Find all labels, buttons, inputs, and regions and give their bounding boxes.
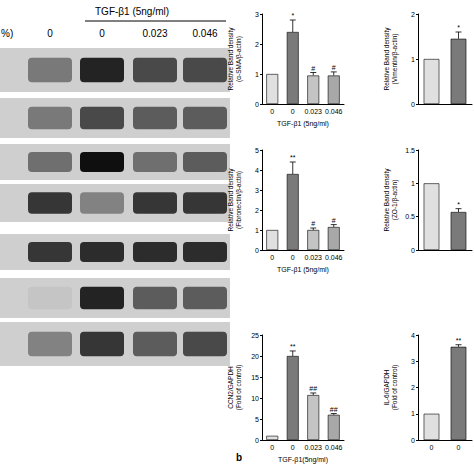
- svg-text:##: ##: [330, 406, 338, 413]
- svg-text:**: **: [290, 343, 296, 350]
- svg-text:0: 0: [270, 254, 274, 261]
- svg-text:*: *: [457, 24, 460, 31]
- svg-text:0: 0: [291, 108, 295, 115]
- svg-text:*: *: [457, 201, 460, 208]
- svg-text:CCN2/GAPDH: CCN2/GAPDH: [227, 366, 234, 409]
- svg-text:0.023: 0.023: [304, 108, 322, 115]
- svg-text:4: 4: [255, 167, 259, 174]
- svg-text:0: 0: [291, 444, 295, 451]
- svg-text:TGF-β1 (5ng/ml): TGF-β1 (5ng/ml): [277, 120, 329, 128]
- svg-text:(Vimentin/β-actin): (Vimentin/β-actin): [391, 34, 399, 85]
- svg-text:0.023: 0.023: [304, 254, 322, 261]
- svg-text:0: 0: [270, 444, 274, 451]
- svg-text:0: 0: [430, 444, 434, 451]
- svg-text:#: #: [311, 220, 315, 227]
- svg-text:Relative Band density: Relative Band density: [227, 27, 235, 91]
- svg-text:Relative Band density: Relative Band density: [227, 168, 235, 232]
- svg-text:20: 20: [251, 353, 259, 360]
- svg-text:(ZO-1/β-actin): (ZO-1/β-actin): [391, 180, 399, 221]
- svg-text:2: 2: [255, 41, 259, 48]
- svg-text:0: 0: [99, 28, 105, 39]
- svg-text:1: 1: [411, 56, 415, 63]
- svg-text:IL-6/GAPDH: IL-6/GAPDH: [383, 369, 390, 405]
- svg-text:1.5: 1.5: [405, 147, 415, 154]
- svg-text:0.046: 0.046: [325, 444, 343, 451]
- svg-text:(Fold of control): (Fold of control): [235, 365, 243, 411]
- svg-text:0.046: 0.046: [192, 28, 217, 39]
- svg-text:0: 0: [457, 444, 461, 451]
- svg-text:0: 0: [255, 437, 259, 444]
- svg-text:0: 0: [255, 247, 259, 254]
- svg-text:0.023: 0.023: [304, 444, 322, 451]
- svg-text:3: 3: [255, 187, 259, 194]
- svg-text:5: 5: [255, 147, 259, 154]
- svg-text:0: 0: [411, 437, 415, 444]
- svg-text:TGF-β1(5ng/ml): TGF-β1(5ng/ml): [278, 456, 328, 464]
- svg-text:1: 1: [411, 180, 415, 187]
- svg-text:TGF-β1 (5ng/ml): TGF-β1 (5ng/ml): [95, 6, 169, 17]
- svg-text:0: 0: [255, 101, 259, 108]
- svg-text:**: **: [456, 337, 462, 344]
- svg-text:15: 15: [251, 374, 259, 381]
- svg-text:3: 3: [411, 358, 415, 365]
- svg-text:(Fibronectin/β-actin): (Fibronectin/β-actin): [235, 171, 243, 229]
- svg-text:1: 1: [411, 410, 415, 417]
- svg-text:##: ##: [309, 385, 317, 392]
- svg-text:2: 2: [411, 384, 415, 391]
- svg-text:0: 0: [270, 108, 274, 115]
- svg-text:25: 25: [251, 332, 259, 339]
- svg-text:10: 10: [251, 395, 259, 402]
- svg-text:0.023: 0.023: [142, 28, 167, 39]
- svg-text:0: 0: [411, 101, 415, 108]
- svg-text:Relative Band density: Relative Band density: [383, 168, 391, 232]
- svg-text:**: **: [290, 154, 296, 161]
- svg-text:5: 5: [255, 416, 259, 423]
- svg-text:0: 0: [291, 254, 295, 261]
- svg-text:0.046: 0.046: [325, 254, 343, 261]
- svg-text:1: 1: [255, 71, 259, 78]
- svg-text:%): %): [1, 28, 13, 39]
- svg-text:TGF-β1 (5ng/ml): TGF-β1 (5ng/ml): [277, 266, 329, 274]
- svg-text:0.5: 0.5: [405, 213, 415, 220]
- svg-text:#: #: [311, 65, 315, 72]
- svg-text:*: *: [291, 12, 294, 19]
- svg-text:Relative Band density: Relative Band density: [383, 27, 391, 91]
- svg-text:1: 1: [255, 227, 259, 234]
- svg-text:0: 0: [411, 247, 415, 254]
- svg-text:0.046: 0.046: [325, 108, 343, 115]
- svg-text:#: #: [332, 217, 336, 224]
- svg-text:3: 3: [255, 11, 259, 18]
- svg-text:(α-SMA/β-actin): (α-SMA/β-actin): [235, 36, 243, 82]
- svg-text:(Fold of control): (Fold of control): [391, 365, 399, 411]
- svg-text:0: 0: [47, 28, 53, 39]
- svg-text:b: b: [236, 452, 242, 463]
- svg-text:#: #: [332, 64, 336, 71]
- svg-text:2: 2: [255, 207, 259, 214]
- svg-text:2: 2: [411, 11, 415, 18]
- svg-text:4: 4: [411, 332, 415, 339]
